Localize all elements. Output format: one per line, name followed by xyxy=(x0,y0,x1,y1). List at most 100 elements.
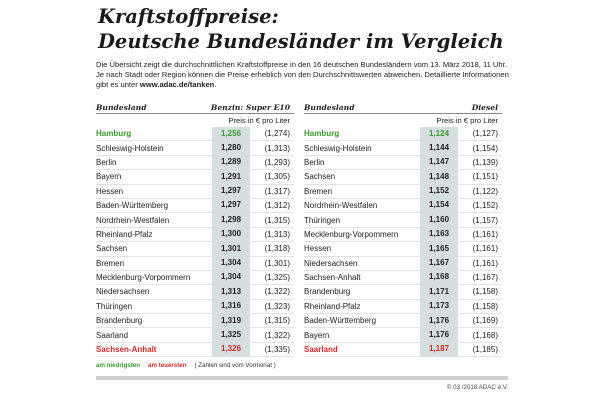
price-value: 1,144 xyxy=(420,140,458,156)
region-name: Berlin xyxy=(304,157,325,167)
price-value: 1,289 xyxy=(212,155,250,170)
table-row: Bayern 1,176 (1,168) xyxy=(304,327,502,343)
table-row: Sachsen 1,148 (1,151) xyxy=(304,169,502,185)
previous-month-value: (1,315) xyxy=(264,215,290,225)
region-name: Bremen xyxy=(304,186,333,196)
price-value: 1,148 xyxy=(420,169,458,185)
region-name: Rheinland-Pfalz xyxy=(304,301,361,311)
price-value: 1,297 xyxy=(212,184,250,199)
region-name: Bayern xyxy=(304,330,330,340)
price-value: 1,163 xyxy=(420,227,458,242)
region-name: Bayern xyxy=(96,172,122,182)
table-row: Baden-Württemberg 1,176 (1,169) xyxy=(304,313,502,329)
previous-month-value: (1,313) xyxy=(264,229,290,239)
table-row: Mecklenburg-Vorpommern 1,163 (1,161) xyxy=(304,227,502,243)
region-name: Thüringen xyxy=(304,215,341,225)
table-row: Bayern 1,291 (1,305) xyxy=(96,169,294,185)
previous-month-value: (1,322) xyxy=(264,287,290,297)
previous-month-value: (1,318) xyxy=(264,244,290,254)
price-value: 1,300 xyxy=(212,227,250,242)
previous-month-value: (1,158) xyxy=(472,287,498,297)
legend-lowest: am niedrigsten xyxy=(96,362,141,369)
price-value: 1,280 xyxy=(212,140,250,156)
table-row: Hessen 1,297 (1,317) xyxy=(96,184,294,199)
price-value: 1,168 xyxy=(420,270,458,285)
benzin-table: Bundesland Benzin: Super E10 Preis in € … xyxy=(96,100,294,358)
price-value: 1,171 xyxy=(420,284,458,300)
table-row: Saarland 1,187 (1,185) xyxy=(304,342,502,358)
region-name: Niedersachsen xyxy=(96,287,150,297)
benzin-unit-row: Preis in € pro Liter xyxy=(96,114,294,127)
footer-divider xyxy=(96,376,508,380)
diesel-fuel-header: Diesel xyxy=(471,103,498,112)
price-value: 1,326 xyxy=(212,342,250,357)
region-name: Thüringen xyxy=(96,301,133,311)
legend-highest: am teuersten xyxy=(148,362,187,369)
price-value: 1,256 xyxy=(212,126,250,141)
previous-month-value: (1,313) xyxy=(264,143,290,153)
table-row: Sachsen 1,301 (1,318) xyxy=(96,241,294,257)
table-row: Hessen 1,165 (1,161) xyxy=(304,241,502,257)
region-name: Hessen xyxy=(304,244,332,254)
price-value: 1,319 xyxy=(212,313,250,328)
previous-month-value: (1,167) xyxy=(472,273,498,283)
price-value: 1,147 xyxy=(420,155,458,170)
table-row: Bremen 1,304 (1,301) xyxy=(96,256,294,271)
price-value: 1,154 xyxy=(420,198,458,213)
table-row: Berlin 1,147 (1,139) xyxy=(304,155,502,171)
previous-month-value: (1,322) xyxy=(264,330,290,340)
price-value: 1,297 xyxy=(212,198,250,213)
region-name: Schleswig-Holstein xyxy=(96,143,164,153)
price-value: 1,313 xyxy=(212,284,250,300)
region-name: Brandenburg xyxy=(304,287,351,297)
previous-month-value: (1,152) xyxy=(472,201,498,211)
price-value: 1,160 xyxy=(420,212,458,228)
title-line-2: Deutsche Bundesländer im Vergleich xyxy=(98,30,504,53)
table-row: Bremen 1,152 (1,122) xyxy=(304,184,502,199)
previous-month-value: (1,158) xyxy=(472,301,498,311)
region-name: Niedersachsen xyxy=(304,258,358,268)
price-value: 1,176 xyxy=(420,327,458,343)
table-row: Brandenburg 1,171 (1,158) xyxy=(304,284,502,300)
price-value: 1,298 xyxy=(212,212,250,228)
diesel-unit-row: Preis in € pro Liter xyxy=(304,114,502,127)
region-name: Schleswig-Holstein xyxy=(304,143,372,153)
region-name: Saarland xyxy=(96,330,129,340)
previous-month-value: (1,151) xyxy=(472,172,498,182)
price-value: 1,187 xyxy=(420,342,458,357)
region-name: Sachsen-Anhalt xyxy=(304,273,361,283)
region-name: Nordrhein-Westfalen xyxy=(96,215,170,225)
price-value: 1,316 xyxy=(212,299,250,314)
region-name: Hamburg xyxy=(304,129,340,139)
table-row: Schleswig-Holstein 1,144 (1,154) xyxy=(304,140,502,156)
diesel-rows: Hamburg 1,124 (1,127) Schleswig-Holstein 1,1… xyxy=(304,126,502,358)
table-row: Brandenburg 1,319 (1,315) xyxy=(96,313,294,329)
legend: am niedrigsten am teuersten ( Zahlen sin… xyxy=(96,362,276,369)
table-row: Rheinland-Pfalz 1,173 (1,158) xyxy=(304,299,502,315)
table-row: Niedersachsen 1,167 (1,161) xyxy=(304,256,502,271)
region-name: Hamburg xyxy=(96,129,132,139)
previous-month-value: (1,312) xyxy=(264,201,290,211)
region-name: Sachsen xyxy=(96,244,128,254)
price-value: 1,325 xyxy=(212,327,250,343)
region-name: Mecklenburg-Vorpommern xyxy=(96,273,191,283)
previous-month-value: (1,315) xyxy=(264,316,290,326)
previous-month-value: (1,161) xyxy=(472,229,498,239)
title-line-1: Kraftstoffpreise: xyxy=(98,5,279,28)
price-value: 1,176 xyxy=(420,313,458,328)
previous-month-value: (1,185) xyxy=(472,345,498,355)
benzin-fuel-header: Benzin: Super E10 xyxy=(210,103,290,112)
intro-link[interactable]: www.adac.de/tanken xyxy=(139,80,215,90)
diesel-unit-header: Preis in € pro Liter xyxy=(436,116,498,125)
previous-month-value: (1,274) xyxy=(264,129,290,139)
intro-paragraph: Die Übersicht zeigt die durchschnittlich… xyxy=(96,60,516,91)
table-row: Rheinland-Pfalz 1,300 (1,313) xyxy=(96,227,294,243)
benzin-rows: Hamburg 1,256 (1,274) Schleswig-Holstein 1,2… xyxy=(96,126,294,358)
region-name: Nordrhein-Westfalen xyxy=(304,201,378,211)
previous-month-value: (1,317) xyxy=(264,186,290,196)
previous-month-value: (1,154) xyxy=(472,143,498,153)
previous-month-value: (1,122) xyxy=(472,186,498,196)
price-value: 1,301 xyxy=(212,241,250,257)
previous-month-value: (1,301) xyxy=(264,258,290,268)
previous-month-value: (1,157) xyxy=(472,215,498,225)
